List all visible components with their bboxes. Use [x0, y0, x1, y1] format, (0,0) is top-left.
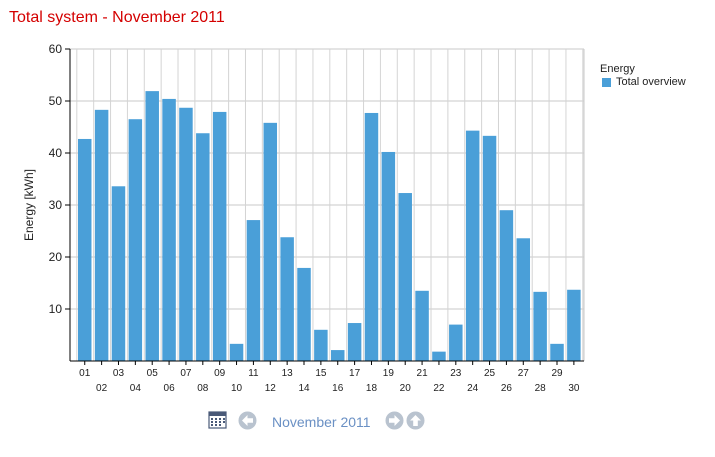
calendar-icon[interactable] [208, 410, 227, 429]
legend-title: Energy [600, 63, 635, 75]
bar-01[interactable] [78, 138, 92, 361]
y-tick-label: 60 [49, 42, 63, 56]
x-tick-label: 20 [400, 383, 412, 394]
x-tick-label: 12 [265, 383, 277, 394]
bar-17[interactable] [347, 323, 362, 361]
x-tick-label: 30 [568, 383, 580, 394]
x-tick-label: 14 [298, 383, 310, 394]
legend-item-label: Total overview [616, 76, 686, 88]
x-tick-label: 19 [383, 368, 395, 379]
bar-25[interactable] [482, 135, 497, 361]
x-tick-label: 06 [164, 383, 176, 394]
bar-29[interactable] [550, 343, 564, 361]
y-tick-label: 30 [49, 198, 63, 212]
bar-16[interactable] [331, 350, 345, 361]
x-tick-label: 23 [450, 368, 462, 379]
x-tick-label: 28 [535, 383, 547, 394]
x-tick-label: 01 [79, 368, 91, 379]
x-tick-label: 09 [214, 368, 226, 379]
x-tick-label: 16 [332, 383, 344, 394]
chart-legend: Energy Total overview [600, 63, 686, 88]
up-arrow-icon[interactable] [406, 411, 425, 430]
chart-axes: 10 20 30 40 50 60 01 02 03 04 05 06 07 08 09 10 11 12 13 14… [49, 42, 584, 394]
x-tick-label: 10 [231, 383, 243, 394]
chart-grid [70, 48, 585, 361]
bar-13[interactable] [280, 237, 294, 361]
x-tick-label: 18 [366, 383, 378, 394]
x-tick-label: 04 [130, 383, 142, 394]
legend-item-total-overview[interactable]: Total overview [600, 76, 686, 88]
bar-27[interactable] [516, 238, 531, 361]
x-tick-label: 17 [349, 368, 361, 379]
y-tick-label: 50 [49, 94, 63, 108]
bar-15[interactable] [314, 329, 328, 361]
bar-08[interactable] [196, 133, 210, 361]
x-tick-label: 05 [147, 368, 159, 379]
chart-bars [78, 91, 581, 362]
next-arrow-icon[interactable] [385, 411, 404, 430]
bar-02[interactable] [94, 109, 109, 361]
previous-arrow-icon[interactable] [238, 411, 257, 430]
x-tick-label: 22 [433, 383, 445, 394]
bar-30[interactable] [567, 289, 581, 361]
x-tick-label: 03 [113, 368, 125, 379]
bar-14[interactable] [297, 267, 311, 361]
x-tick-label: 26 [501, 383, 513, 394]
bar-20[interactable] [398, 193, 412, 361]
x-tick-label: 29 [551, 368, 563, 379]
x-tick-label: 25 [484, 368, 496, 379]
energy-bar-chart: 10 20 30 40 50 60 01 02 03 04 05 06 07 08 09 10 11 12 13 14… [22, 42, 585, 394]
bar-10[interactable] [229, 343, 244, 361]
bar-04[interactable] [128, 119, 143, 361]
bar-11[interactable] [246, 220, 261, 361]
bar-09[interactable] [212, 111, 227, 361]
x-tick-label: 11 [248, 368, 259, 379]
x-tick-label: 02 [96, 383, 108, 394]
y-tick-label: 20 [49, 250, 63, 264]
bar-22[interactable] [432, 351, 446, 361]
bar-21[interactable] [415, 290, 429, 361]
bar-06[interactable] [162, 98, 176, 362]
bar-23[interactable] [449, 324, 463, 361]
bar-07[interactable] [179, 107, 193, 361]
bar-05[interactable] [145, 91, 159, 362]
x-tick-label: 08 [197, 383, 209, 394]
period-label: November 2011 [272, 414, 371, 430]
bar-18[interactable] [364, 112, 379, 362]
bar-24[interactable] [465, 130, 480, 361]
bar-28[interactable] [533, 291, 547, 361]
page-title: Total system - November 2011 [9, 9, 225, 26]
y-axis-label: Energy [kWh] [22, 169, 36, 241]
period-navigation: November 2011 [0, 410, 715, 434]
x-tick-label: 13 [282, 368, 294, 379]
bar-19[interactable] [381, 151, 396, 361]
x-tick-label: 07 [180, 368, 192, 379]
x-tick-label: 15 [315, 368, 327, 379]
x-tick-label: 24 [467, 383, 479, 394]
x-tick-label: 27 [518, 368, 530, 379]
bar-26[interactable] [499, 210, 514, 361]
y-tick-label: 10 [49, 302, 63, 316]
bar-03[interactable] [111, 186, 126, 361]
x-tick-label: 21 [417, 368, 429, 379]
legend-swatch [602, 77, 611, 87]
bar-12[interactable] [263, 122, 278, 361]
y-tick-label: 40 [49, 146, 63, 160]
